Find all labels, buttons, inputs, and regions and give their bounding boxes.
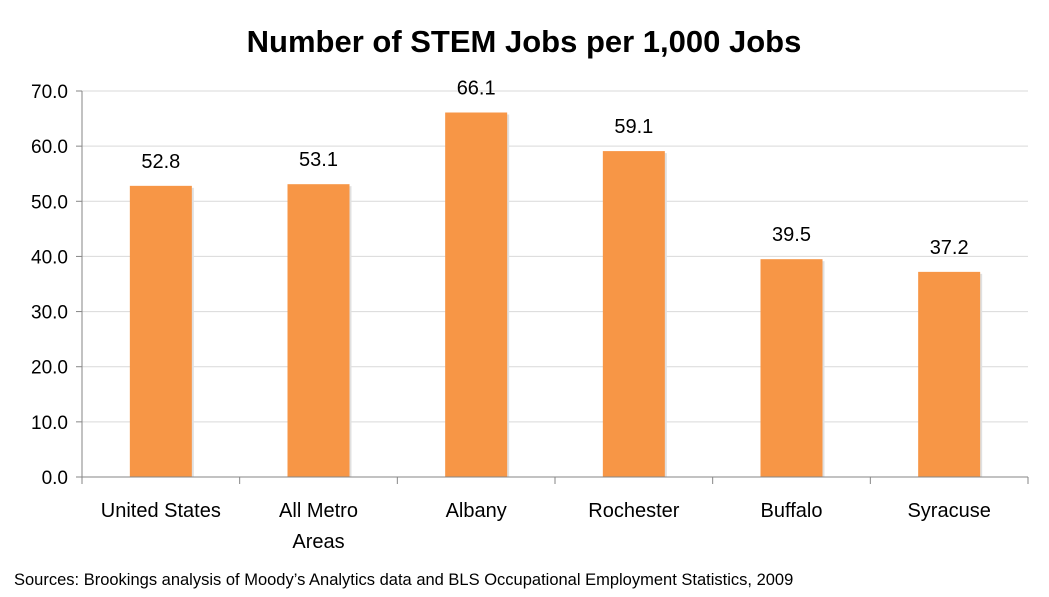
y-tick-label: 60.0 bbox=[31, 137, 68, 158]
x-tick-label: Albany bbox=[446, 500, 507, 522]
bar bbox=[760, 259, 823, 477]
x-tick-label: Syracuse bbox=[907, 500, 990, 522]
x-tick-label: United States bbox=[101, 500, 221, 522]
bar bbox=[287, 184, 350, 478]
y-tick-label: 70.0 bbox=[31, 82, 68, 103]
y-tick-label: 40.0 bbox=[31, 247, 68, 268]
x-tick-label: All Metro Areas bbox=[279, 500, 358, 553]
x-axis-ticks: United States All Metro Areas Albany Rochest… bbox=[101, 500, 991, 553]
x-tick-label: Buffalo bbox=[761, 500, 823, 522]
gridlines bbox=[82, 90, 1028, 423]
data-label: 66.1 bbox=[457, 78, 496, 100]
data-labels: 52.8 53.1 66.1 59.1 39.5 37.2 bbox=[141, 78, 968, 259]
y-tick-label: 20.0 bbox=[31, 358, 68, 379]
bar bbox=[129, 185, 192, 478]
y-tick-label: 10.0 bbox=[31, 413, 68, 434]
source-note: Sources: Brookings analysis of Moody’s A… bbox=[14, 571, 793, 589]
x-tick-label: Rochester bbox=[588, 500, 679, 522]
bar bbox=[445, 112, 508, 478]
data-label: 53.1 bbox=[299, 149, 338, 171]
bars bbox=[129, 112, 983, 478]
chart-title: Number of STEM Jobs per 1,000 Jobs bbox=[247, 24, 802, 59]
y-tick-label: 30.0 bbox=[31, 303, 68, 324]
data-label: 39.5 bbox=[772, 224, 811, 246]
data-label: 37.2 bbox=[930, 237, 969, 259]
data-label: 59.1 bbox=[614, 116, 653, 138]
y-axis-ticks: 0.0 10.0 20.0 30.0 40.0 50.0 60.0 70.0 bbox=[31, 82, 82, 489]
y-tick-label: 50.0 bbox=[31, 192, 68, 213]
bar bbox=[918, 271, 981, 477]
bar bbox=[602, 151, 665, 477]
data-label: 52.8 bbox=[141, 151, 180, 173]
y-tick-label: 0.0 bbox=[42, 468, 68, 489]
axes bbox=[81, 91, 1029, 484]
